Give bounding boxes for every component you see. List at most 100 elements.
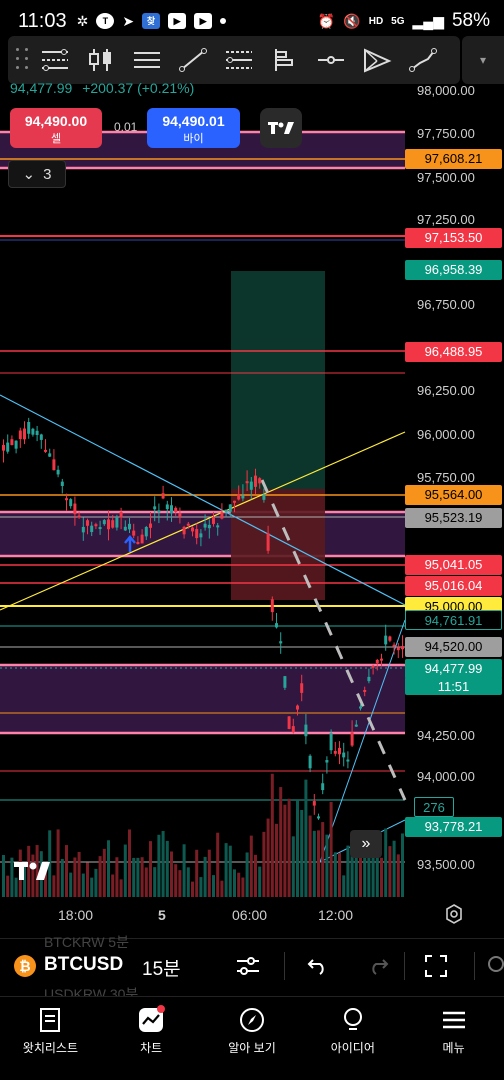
price-tag: 93,778.21	[405, 817, 502, 837]
candle-body	[291, 726, 295, 733]
candle-body	[90, 525, 94, 533]
volume-bar	[270, 773, 274, 897]
price-header: 94,477.99 +200.37 (+0.21%)	[10, 80, 194, 96]
candle-body	[191, 527, 194, 532]
candle-body	[216, 525, 220, 528]
fib-retracement-icon[interactable]	[34, 40, 76, 80]
price-chart[interactable]	[0, 42, 504, 932]
trend-line-icon[interactable]	[172, 40, 214, 80]
compass-icon	[239, 1007, 265, 1033]
symbol-button[interactable]: BTCUSD	[44, 954, 124, 975]
volume-bar	[86, 862, 89, 897]
nav-menu[interactable]: 메뉴	[403, 997, 504, 1080]
mute-icon: 🔇	[343, 12, 361, 29]
volume-bar	[329, 801, 333, 897]
volume-bar	[388, 846, 392, 897]
candle-body	[212, 516, 215, 524]
bitcoin-icon: ₿	[14, 955, 36, 977]
price-range-icon[interactable]	[264, 40, 306, 80]
last-price: 94,477.99	[10, 80, 73, 96]
scroll-to-realtime-button[interactable]: »	[350, 830, 382, 858]
volume-bar	[262, 831, 266, 897]
volume-bar	[178, 870, 182, 897]
drag-handle-icon[interactable]	[16, 48, 30, 72]
volume-bar	[342, 875, 346, 897]
horizontal-ray-icon[interactable]	[310, 40, 352, 80]
volume-bar	[296, 800, 299, 897]
undo-icon[interactable]	[304, 952, 332, 980]
price-tag: 97,153.50	[405, 228, 502, 248]
volume-bar	[207, 849, 211, 897]
chart-area[interactable]	[0, 42, 504, 932]
horizontal-lines-icon[interactable]	[126, 40, 168, 80]
candle-body	[375, 659, 379, 664]
volume-bar	[60, 858, 64, 897]
volume-bar	[2, 855, 5, 897]
symbol-select[interactable]: ▾	[462, 36, 504, 84]
tradingview-button[interactable]	[260, 108, 302, 148]
supply-zone	[0, 512, 405, 556]
candle-body	[23, 428, 26, 440]
time-label: 12:00	[318, 907, 354, 923]
volume-bar	[312, 830, 316, 897]
indicators-icon[interactable]	[234, 952, 262, 980]
nav-chart[interactable]: 차트	[101, 997, 202, 1080]
volume-bar	[287, 798, 291, 897]
candle-body	[123, 526, 127, 531]
candle-body	[56, 469, 60, 475]
candle-body	[18, 430, 22, 440]
candle-body	[81, 526, 85, 533]
price-axis-label: 97,750.00	[417, 126, 475, 141]
lightbulb-icon[interactable]	[484, 952, 504, 980]
status-time: 11:03	[18, 9, 67, 32]
candle-body	[321, 783, 325, 791]
notification-dot-icon	[220, 18, 227, 24]
redo-icon[interactable]	[364, 952, 392, 980]
volume-bar	[98, 856, 102, 897]
status-icons-right: ⏰ 🔇 HD 5G ▂▄▆ 58%	[318, 10, 490, 32]
volume-bar	[44, 872, 47, 897]
candle-body	[317, 816, 320, 819]
settings-gear-icon[interactable]	[444, 904, 464, 924]
nav-label: 알아 보기	[228, 1041, 276, 1055]
long-position-target	[231, 271, 325, 489]
volume-bar	[136, 857, 140, 897]
candle-body	[338, 747, 341, 755]
candle-body	[182, 526, 186, 535]
path-icon[interactable]	[402, 40, 444, 80]
price-tag: 95,016.04	[405, 576, 502, 596]
fib-levels-icon[interactable]	[218, 40, 260, 80]
sell-label: 셀	[50, 133, 62, 145]
candle-body	[228, 504, 232, 512]
interval-button[interactable]: 15분	[142, 959, 181, 980]
volume-bar	[367, 838, 371, 897]
volume-bar	[170, 851, 173, 897]
indicator-count: 3	[43, 165, 52, 183]
volume-bar	[199, 877, 203, 897]
candle-body	[300, 683, 304, 693]
price-tag: 94,477.99	[405, 659, 502, 679]
fullscreen-icon[interactable]	[422, 952, 450, 980]
volume-bar	[266, 818, 270, 897]
volume-bar	[212, 875, 215, 897]
nav-ideas[interactable]: 아이디어	[302, 997, 403, 1080]
volume-bar	[182, 844, 186, 897]
volume-bar	[371, 852, 375, 897]
volume-bar	[132, 857, 136, 897]
candle-body	[384, 635, 388, 645]
volume-bar	[300, 809, 304, 897]
nav-explore[interactable]: 알아 보기	[202, 997, 303, 1080]
candle-body	[304, 724, 308, 737]
buy-button[interactable]: 94,490.01 바이	[147, 108, 240, 148]
candle-body	[186, 523, 190, 526]
candle-body	[401, 646, 404, 650]
price-tag: 94,520.00	[405, 637, 502, 657]
indicator-collapse-button[interactable]: ⌄ 3	[8, 160, 66, 188]
pitchfork-icon[interactable]	[356, 40, 398, 80]
price-tag: 95,041.05	[405, 555, 502, 575]
candle-body	[388, 636, 392, 641]
nav-watchlist[interactable]: 왓치리스트	[0, 997, 101, 1080]
sell-button[interactable]: 94,490.00 셀	[10, 108, 102, 148]
candlestick-icon[interactable]	[80, 40, 122, 80]
candle-body	[165, 504, 169, 510]
